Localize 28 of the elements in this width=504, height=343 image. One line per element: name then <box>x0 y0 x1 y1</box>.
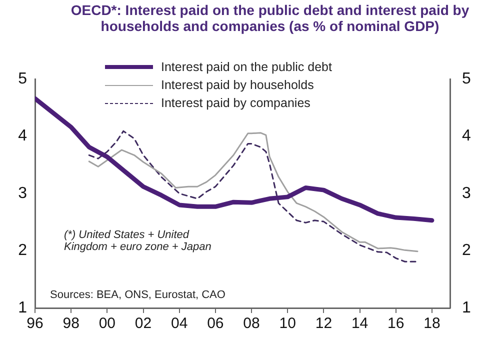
y2-tick-label: 5 <box>462 70 471 88</box>
y2-tick-label: 3 <box>462 184 471 202</box>
x-tick-label: 16 <box>388 315 404 332</box>
x-tick-label: 12 <box>315 315 332 332</box>
x-tick-label: 02 <box>134 315 152 332</box>
y-tick-label: 4 <box>18 128 28 145</box>
x-tick-label: 06 <box>207 315 224 332</box>
x-tick-label: 96 <box>26 315 44 332</box>
x-tick-label: 08 <box>243 315 260 332</box>
y2-tick-label: 4 <box>462 128 471 145</box>
y-tick-label: 1 <box>18 299 28 316</box>
x-tick-label: 04 <box>171 315 188 332</box>
x-tick-label: 14 <box>351 315 368 332</box>
x-tick-label: 98 <box>62 315 80 332</box>
legend-label: Interest paid by companies <box>161 96 310 110</box>
annotation: Sources: BEA, ONS, Eurostat, CAO <box>50 289 226 301</box>
legend-label: Interest paid by households <box>161 78 314 92</box>
chart-title: OECD*: Interest paid on the public debt and interest paid by households and companies (as % of nominal GDP) <box>70 2 470 34</box>
legend-label: Interest paid on the public debt <box>161 60 332 74</box>
y-tick-label: 2 <box>18 242 28 260</box>
y2-tick-label: 2 <box>462 242 471 260</box>
y2-tick-label: 1 <box>462 299 471 316</box>
x-tick-label: 18 <box>424 315 440 332</box>
y-tick-label: 5 <box>18 70 28 88</box>
x-tick-label: 10 <box>279 315 296 332</box>
y-tick-label: 3 <box>18 184 28 202</box>
x-tick-label: 00 <box>98 315 116 332</box>
annotation: (*) United States + United Kingdom + euro zone + Japan <box>64 229 212 253</box>
